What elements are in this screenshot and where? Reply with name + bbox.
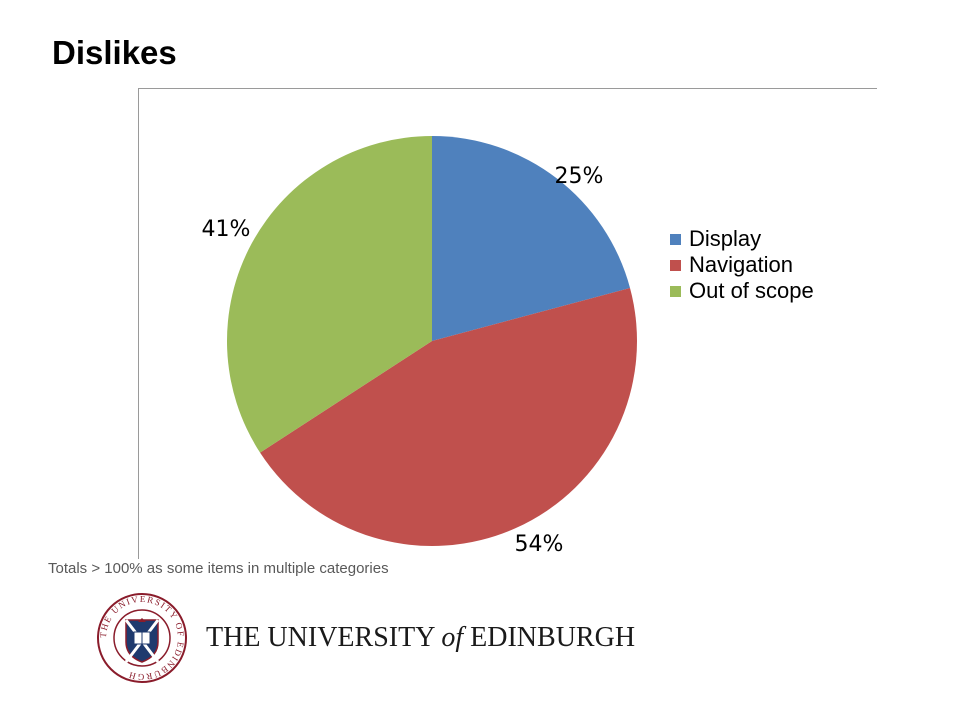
legend-label: Navigation: [689, 252, 793, 277]
wordmark-of: of: [441, 622, 464, 653]
slide-title: Dislikes: [52, 34, 177, 71]
wordmark-post: EDINBURGH: [470, 622, 636, 653]
wordmark-pre: THE UNIVERSITY: [206, 622, 435, 653]
university-logo: THE UNIVERSITY OF EDINBURGH THE UNIVERSI…: [96, 592, 635, 684]
pie-slice-display: [432, 136, 631, 341]
chart-frame: 25% 54% 41%: [138, 88, 877, 559]
legend-label: Out of scope: [689, 278, 814, 303]
pie-data-label: 54%: [515, 532, 564, 557]
pie-data-label: 25%: [555, 164, 604, 189]
chart-legend: Display Navigation Out of scope: [670, 226, 814, 304]
footnote: Totals > 100% as some items in multiple …: [48, 560, 389, 577]
pie-slice-out-of-scope: [227, 136, 432, 453]
legend-swatch-navigation: [670, 259, 681, 271]
legend-item-navigation: Navigation: [670, 252, 814, 278]
university-crest-icon: THE UNIVERSITY OF EDINBURGH: [97, 593, 187, 683]
pie-data-label: 41%: [202, 217, 251, 242]
legend-item-out-of-scope: Out of scope: [670, 278, 814, 304]
legend-swatch-out-of-scope: [670, 285, 681, 297]
legend-label: Display: [689, 226, 762, 251]
legend-swatch-display: [670, 233, 681, 245]
pie-chart: 25% 54% 41%: [202, 136, 637, 557]
legend-item-display: Display: [670, 226, 814, 252]
university-wordmark: THE UNIVERSITY of EDINBURGH: [206, 622, 635, 654]
pie-slice-navigation: [260, 287, 637, 546]
